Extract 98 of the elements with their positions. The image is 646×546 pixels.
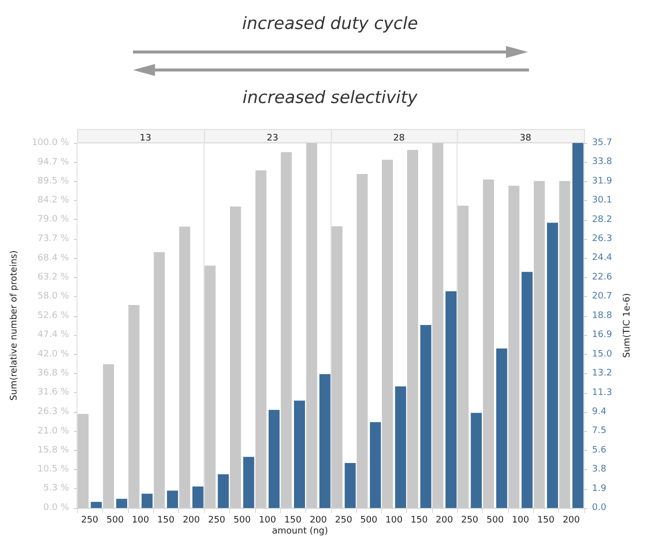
y-tick-label: 100.0 %: [32, 138, 70, 148]
bar: [572, 143, 584, 508]
y-tick-label: 47.4 %: [38, 330, 70, 340]
bar: [90, 502, 102, 508]
y2-tick-label: 0.0: [592, 503, 607, 513]
chart-title: 38: [520, 134, 532, 144]
bar: [128, 305, 140, 508]
y2-tick-label: 30.1: [592, 196, 612, 206]
y-axis-title: Sum(relative number of proteins): [10, 250, 20, 401]
y-tick-label: 21.0 %: [38, 426, 70, 436]
y-tick-label: 0.0 %: [43, 503, 70, 513]
bar: [370, 422, 381, 508]
x-tick-label: 500: [360, 516, 378, 526]
y-tick-label: 94.7 %: [38, 157, 70, 168]
bar: [103, 364, 114, 508]
y2-tick-label: 22.6: [592, 272, 612, 282]
y2-tick-label: 5.6: [592, 445, 607, 456]
chart-title: 28: [393, 134, 405, 144]
x-tick-label: 100: [258, 516, 276, 526]
bar: [243, 456, 254, 508]
y2-tick-label: 1.9: [592, 484, 607, 494]
bar: [483, 180, 494, 508]
bar: [179, 226, 190, 508]
bar: [230, 206, 241, 508]
x-axis-title: amount (ng): [272, 526, 328, 536]
y2-tick-label: 31.9: [592, 176, 612, 186]
x-tick-label: 150: [537, 516, 555, 526]
bar: [294, 400, 305, 508]
x-tick-label: 150: [157, 516, 175, 526]
y2-tick-label: 20.7: [592, 292, 612, 302]
chart-title: 13: [140, 134, 152, 144]
y-tick-label: 15.8 %: [38, 445, 70, 456]
bar: [154, 252, 165, 508]
x-tick-label: 250: [208, 516, 226, 526]
bar: [167, 490, 178, 508]
bar: [470, 412, 482, 508]
bar: [255, 170, 266, 508]
x-tick-label: 200: [310, 516, 328, 526]
y2-tick-label: 3.8: [592, 464, 607, 475]
bar: [142, 494, 153, 508]
bar: [306, 143, 318, 508]
y-tick-label: 68.4 %: [38, 253, 70, 264]
bar: [192, 486, 204, 508]
bar: [78, 414, 89, 508]
y2-tick-label: 33.8: [592, 157, 612, 168]
y-tick-label: 73.7 %: [38, 234, 70, 244]
x-tick-label: 200: [562, 516, 580, 526]
x-tick-label: 150: [410, 516, 428, 526]
bar: [116, 498, 128, 508]
x-tick-label: 250: [335, 516, 352, 526]
x-tick-label: 200: [436, 516, 454, 526]
y2-tick-label: 24.4: [592, 253, 612, 264]
y2-tick-label: 26.3: [592, 234, 612, 244]
y-tick-label: 31.6 %: [38, 388, 70, 398]
bar: [508, 186, 520, 508]
x-tick-label: 250: [461, 516, 479, 526]
text: increased duty cycle: [241, 14, 419, 34]
y-tick-label: 84.2 %: [38, 196, 70, 206]
y-tick-label: 52.6 %: [38, 311, 70, 322]
bar: [382, 160, 393, 508]
bar: [407, 150, 418, 508]
y-tick-label: 5.3 %: [43, 484, 70, 494]
y-tick-label: 89.5 %: [38, 176, 70, 186]
bar: [356, 174, 368, 508]
y2-tick-label: 15.0: [592, 349, 612, 360]
y2-tick-label: 7.5: [592, 426, 606, 436]
y-tick-label: 79.0 %: [38, 214, 70, 225]
bar: [280, 152, 292, 508]
x-tick-label: 150: [284, 516, 302, 526]
bar: [332, 226, 342, 508]
y-tick-label: 26.3 %: [38, 407, 70, 418]
y2-tick-label: 9.4: [592, 406, 607, 417]
bar: [344, 463, 356, 508]
y2-axis-title: Sum(TIC 1e-6): [622, 293, 632, 358]
y2-tick-label: 18.8: [592, 310, 612, 321]
x-tick-label: 500: [234, 516, 251, 526]
y-tick-label: 10.5 %: [38, 464, 70, 475]
x-tick-label: 250: [81, 516, 99, 526]
x-tick-label: 200: [182, 516, 200, 526]
y-tick-label: 63.2 %: [38, 272, 70, 282]
bar: [218, 474, 229, 508]
bar: [268, 410, 280, 508]
y2-tick-label: 28.2: [592, 214, 612, 225]
x-tick-label: 100: [512, 516, 530, 526]
y-tick-label: 42.0 %: [38, 350, 70, 360]
x-tick-label: 500: [106, 516, 124, 526]
x-tick-label: 100: [385, 516, 403, 526]
bar: [204, 266, 216, 508]
chart-title: 23: [266, 134, 278, 144]
y2-tick-label: 13.2: [592, 368, 612, 379]
y-tick-label: 58.0 %: [38, 291, 70, 302]
text: increased selectivity: [242, 88, 418, 108]
x-tick-label: 100: [132, 516, 150, 526]
y2-tick-label: 16.9: [592, 330, 612, 340]
y2-tick-label: 35.7: [592, 138, 612, 148]
y2-tick-label: 11.3: [592, 388, 612, 398]
y-tick-label: 36.8 %: [38, 368, 70, 379]
x-tick-label: 500: [486, 516, 504, 526]
